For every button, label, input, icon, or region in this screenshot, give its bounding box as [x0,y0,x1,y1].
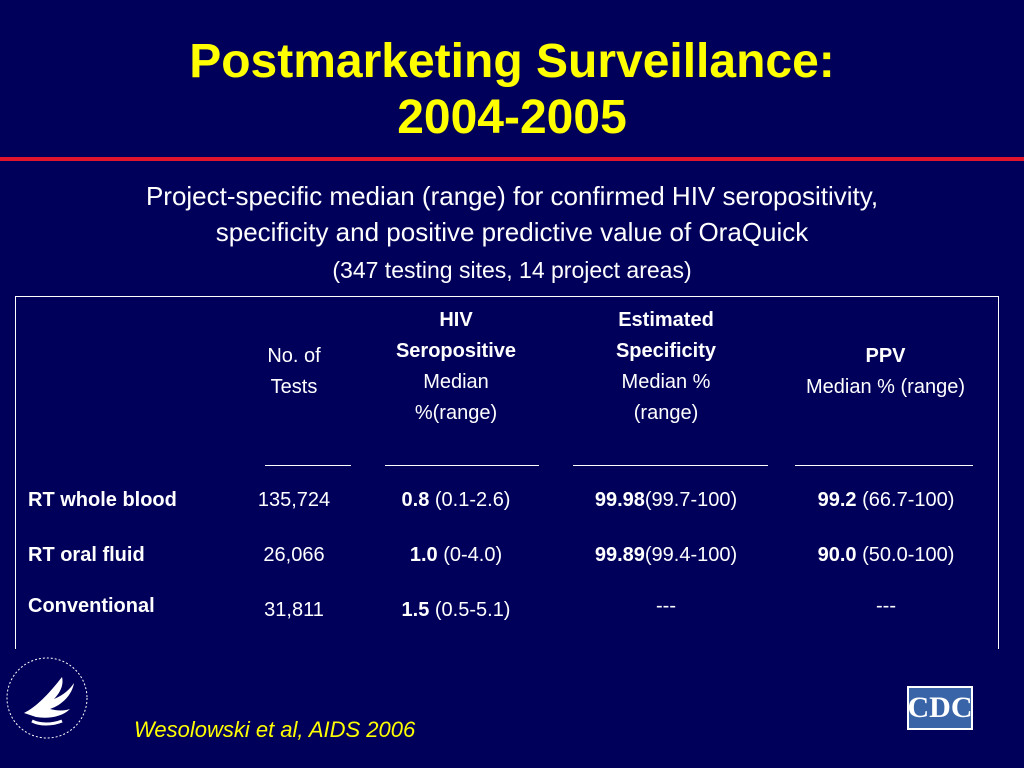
cell-ppv-median: 99.2 [817,489,857,511]
cell-spec-range: (99.7-100) [644,489,738,511]
row-label: RT whole blood [28,489,177,511]
cell-spec-range: (99.4-100) [644,544,738,566]
slide-title: Postmarketing Surveillance: 2004-2005 [0,34,1024,146]
header-spec-line1: Median % [621,371,711,393]
header-spec-bold1: Estimated [618,309,714,331]
cell-tests: 135,724 [257,489,331,511]
header-ppv-bold1: PPV [865,345,906,367]
cell-ppv-median: 90.0 [817,544,857,566]
cell-ppv-range: (50.0-100) [856,544,955,566]
cell-hiv-range: (0.5-5.1) [429,599,511,621]
cell-tests: 26,066 [263,544,325,566]
header-hiv-underline [385,465,539,466]
row-label: Conventional [28,595,155,617]
header-ppv-line1: Median % (range) [806,376,965,398]
subtitle-line-2: specificity and positive predictive valu… [215,217,809,247]
title-line-1: Postmarketing Surveillance: [189,35,835,88]
cell-hiv-range: (0-4.0) [437,544,503,566]
title-divider [0,157,1024,161]
header-ppv-underline [795,465,973,466]
cell-tests: 31,811 [264,599,324,621]
header-hiv-bold2: Seropositive [395,340,517,362]
cell-spec: 99.98(99.7-100) [566,487,766,513]
cell-ppv: 90.0 (50.0-100) [781,542,991,568]
header-tests-line1: No. of [267,345,321,367]
cell-spec: --- [566,593,766,619]
cdc-logo: CDC [907,686,973,730]
results-table: No. of Tests HIV Seropositive Median %(r… [15,296,999,649]
cell-ppv: --- [781,593,991,619]
header-hiv-bold1: HIV [439,309,473,331]
header-hiv-line2: %(range) [414,402,498,424]
slide-subtitle: Project-specific median (range) for conf… [0,178,1024,250]
cell-ppv-range: --- [876,595,896,617]
cell-spec-median: 99.89 [594,544,645,566]
cell-hiv-median: 0.8 [401,489,430,511]
cell-ppv-range: (66.7-100) [856,489,955,511]
subtitle-note: (347 testing sites, 14 project areas) [332,257,692,283]
header-spec-bold2: Specificity [615,340,717,362]
cell-hiv: 0.8 (0.1-2.6) [361,487,551,513]
citation: Wesolowski et al, AIDS 2006 [134,717,416,742]
cell-spec-range: --- [656,595,676,617]
cell-spec: 99.89(99.4-100) [566,542,766,568]
row-label: RT oral fluid [28,544,145,566]
hhs-eagle-seal-icon [6,657,88,739]
cell-hiv-range: (0.1-2.6) [429,489,511,511]
header-tests-underline [265,465,351,466]
header-spec: Estimated Specificity Median % (range) [576,305,756,429]
cell-spec-median: 99.98 [594,489,645,511]
cell-hiv-median: 1.0 [409,544,438,566]
subtitle-line-1: Project-specific median (range) for conf… [145,181,879,211]
cell-hiv: 1.5 (0.5-5.1) [361,597,551,623]
cell-hiv-median: 1.5 [401,599,430,621]
header-tests: No. of Tests [234,341,354,403]
header-tests-line2: Tests [270,376,318,398]
header-ppv: PPV Median % (range) [778,341,993,403]
cell-ppv: 99.2 (66.7-100) [781,487,991,513]
header-hiv-line1: Median [423,371,489,393]
header-spec-underline [573,465,768,466]
header-spec-line2: (range) [633,402,699,424]
title-line-2: 2004-2005 [397,91,627,144]
cell-hiv: 1.0 (0-4.0) [361,542,551,568]
header-hiv: HIV Seropositive Median %(range) [371,305,541,429]
